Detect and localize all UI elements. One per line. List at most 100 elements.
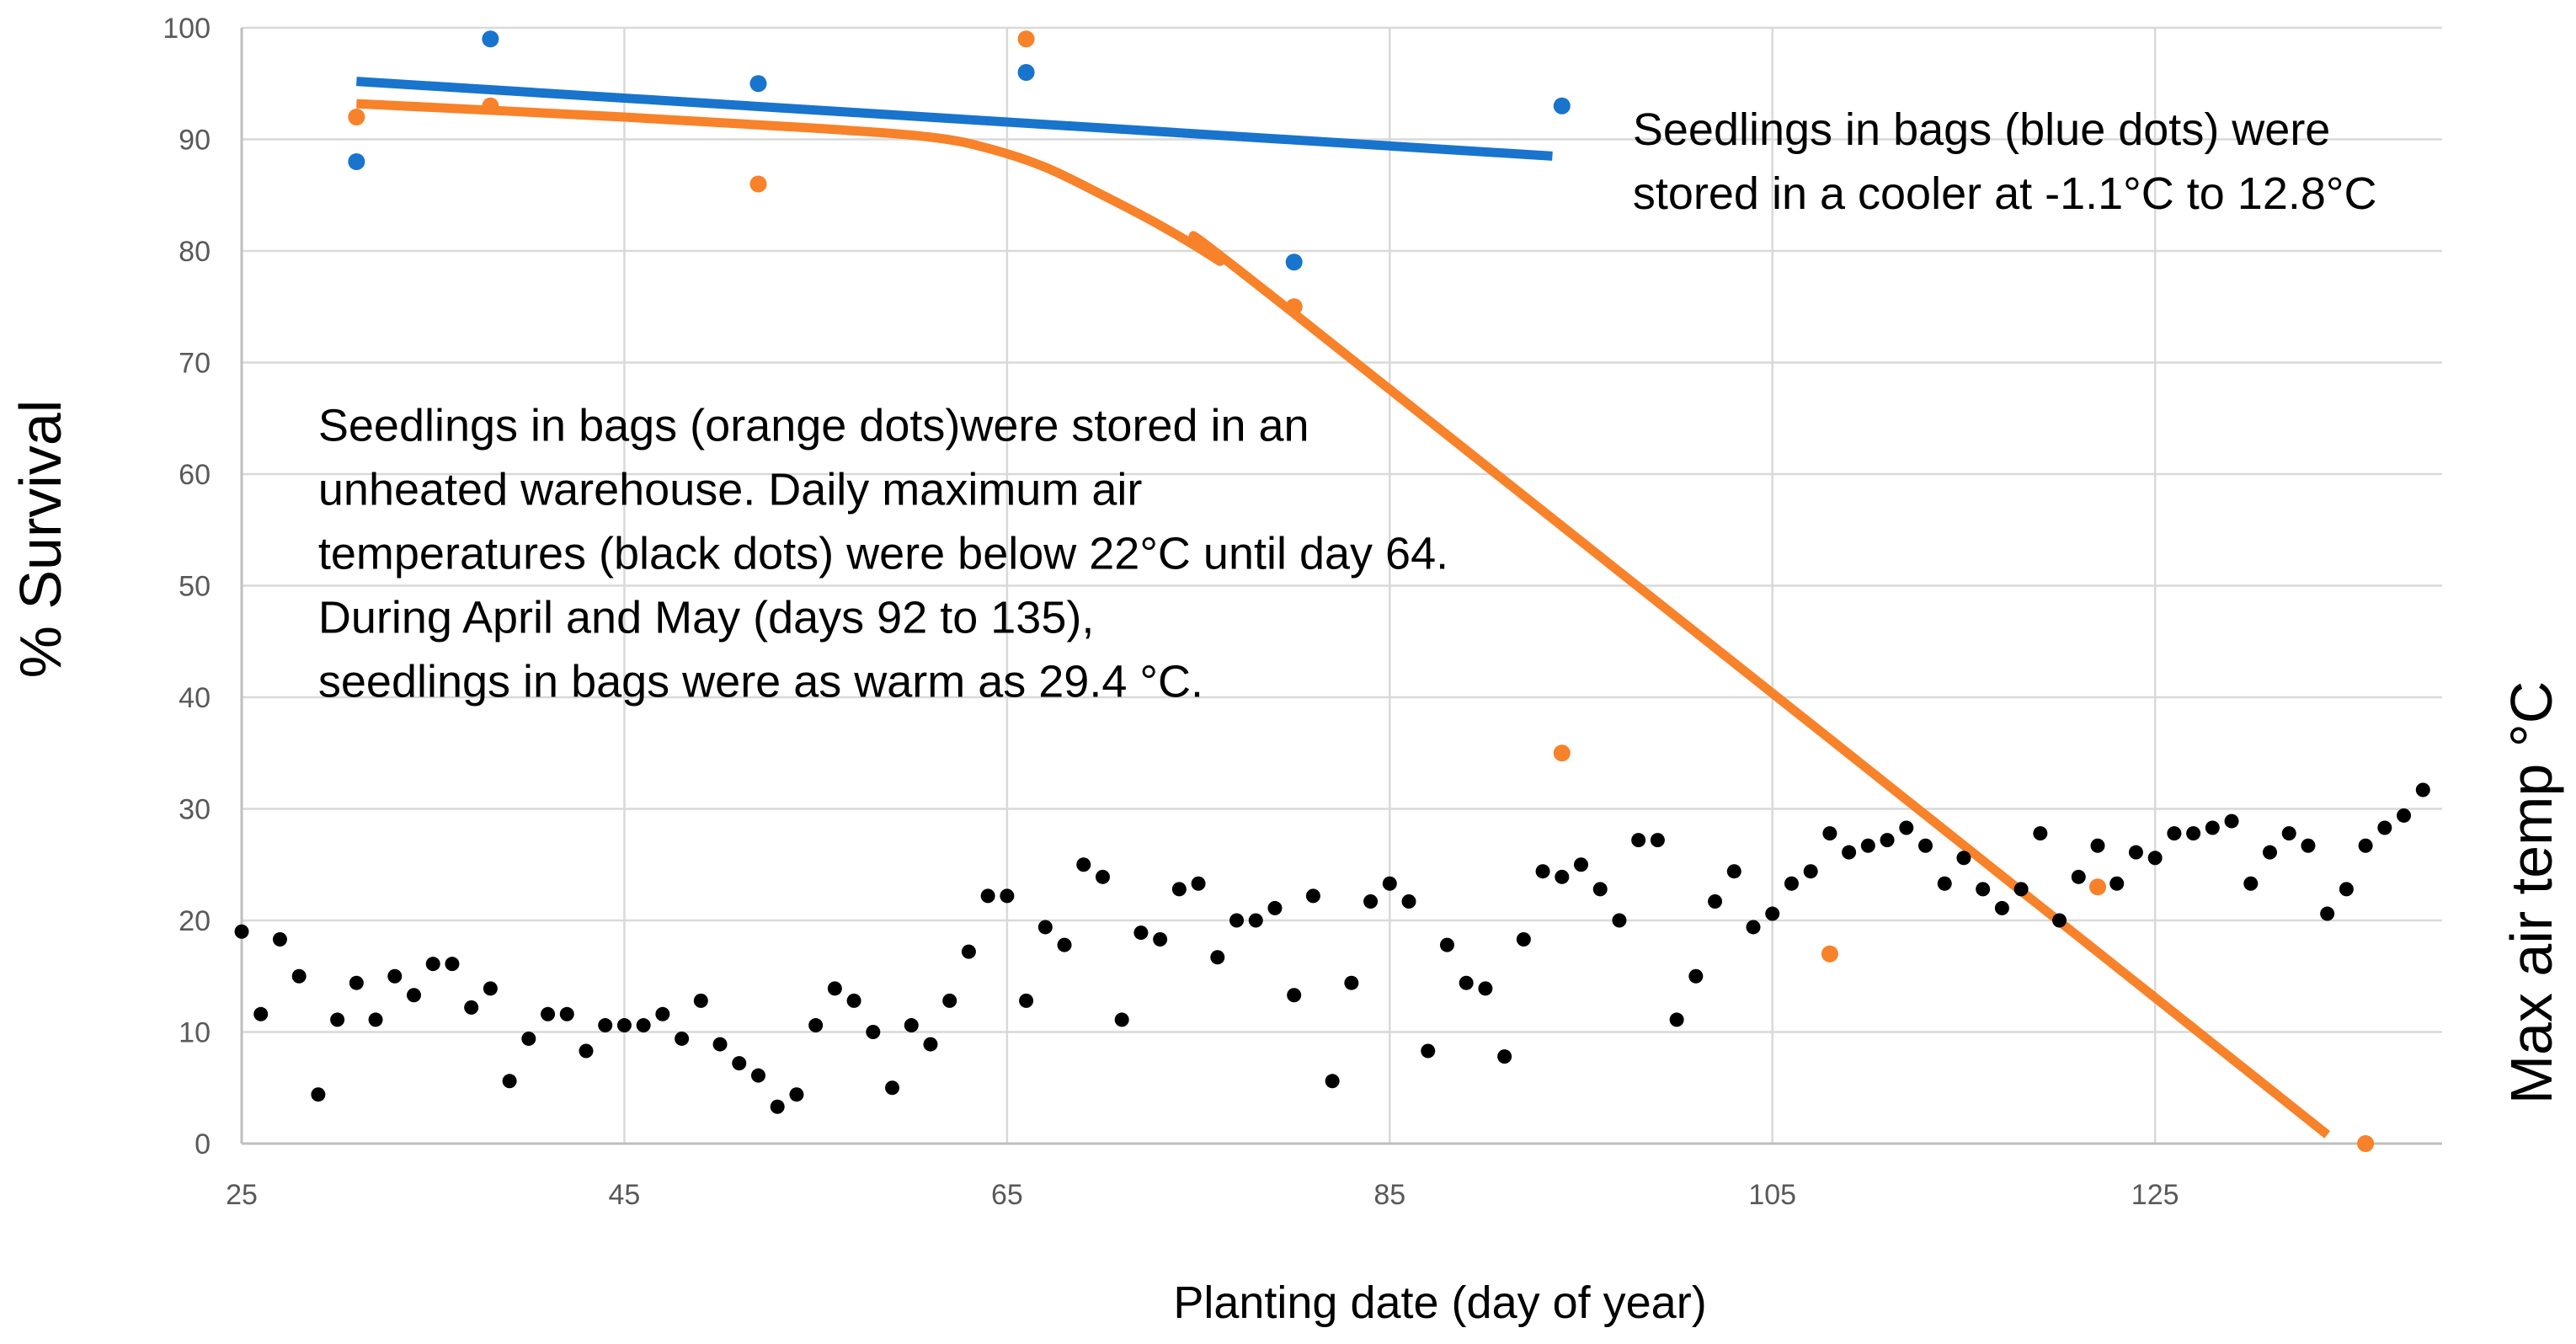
black-point-22 [655, 1006, 670, 1021]
black-point-12 [464, 1000, 479, 1015]
black-point-97 [2090, 838, 2105, 853]
black-point-101 [2167, 826, 2182, 841]
black-point-63 [1439, 937, 1454, 952]
black-point-40 [1000, 888, 1015, 904]
black-point-70 [1574, 857, 1589, 872]
black-point-85 [1860, 838, 1875, 853]
warehouse-note-line-4: During April and May (days 92 to 135), [318, 592, 1094, 643]
annotation-layer: Seedlings in bags (blue dots) were stored… [318, 104, 2377, 707]
black-point-111 [2358, 838, 2373, 853]
black-point-39 [980, 888, 995, 904]
blue-trend-line [355, 77, 1553, 161]
orange-point-5 [1553, 744, 1571, 762]
cooler-note-line-2: stored in a cooler at -1.1°C to 12.8°C [1633, 168, 2377, 219]
point-layer [234, 30, 2430, 1152]
blue-point-5 [1553, 97, 1571, 115]
black-point-90 [1956, 851, 1971, 866]
y-axis-title: % Survival [8, 400, 73, 679]
black-point-59 [1363, 893, 1379, 909]
black-point-75 [1669, 1012, 1684, 1027]
black-point-7 [368, 1012, 383, 1027]
black-point-74 [1650, 833, 1665, 848]
black-point-108 [2301, 838, 2316, 853]
black-point-81 [1784, 876, 1799, 891]
orange-point-4 [1285, 298, 1303, 316]
black-point-76 [1688, 968, 1704, 984]
tick-layer: 0 10 20 30 40 50 60 70 80 90 100 25 45 65 85 105 125 [163, 13, 2179, 1211]
orange-point-8 [2357, 1135, 2375, 1152]
black-point-37 [942, 993, 957, 1008]
orange-point-1 [482, 97, 499, 115]
black-point-33 [866, 1025, 881, 1039]
cooler-note: Seedlings in bags (blue dots) were stored… [1633, 104, 2377, 219]
black-point-21 [636, 1018, 651, 1033]
black-point-78 [1726, 864, 1741, 879]
black-point-62 [1421, 1043, 1436, 1059]
black-point-82 [1803, 864, 1818, 879]
black-point-79 [1746, 920, 1761, 935]
black-point-93 [2013, 882, 2029, 897]
warehouse-note-line-5: seedlings in bags were as warm as 29.4 °… [318, 656, 1203, 707]
orange-trend-line [356, 99, 2331, 1139]
black-point-42 [1037, 920, 1053, 935]
black-point-114 [2415, 782, 2430, 797]
black-point-109 [2320, 906, 2335, 921]
black-point-50 [1191, 876, 1206, 891]
black-point-18 [579, 1043, 594, 1059]
black-point-61 [1401, 893, 1416, 909]
black-point-102 [2186, 826, 2201, 841]
black-point-44 [1076, 857, 1091, 872]
black-point-95 [2052, 913, 2067, 928]
black-point-54 [1267, 900, 1283, 915]
black-point-45 [1095, 869, 1110, 884]
y-tick-label-90: 90 [179, 125, 211, 157]
black-point-112 [2377, 820, 2392, 835]
black-point-88 [1918, 838, 1933, 853]
orange-point-0 [348, 109, 365, 125]
black-point-6 [349, 975, 364, 990]
y-tick-label-50: 50 [179, 571, 211, 603]
black-point-71 [1592, 882, 1608, 897]
black-point-38 [961, 944, 976, 959]
x-tick-label-125: 125 [2131, 1179, 2179, 1211]
black-point-73 [1631, 833, 1646, 848]
black-point-24 [693, 993, 708, 1008]
y-tick-label-10: 10 [179, 1017, 211, 1049]
black-point-3 [291, 968, 307, 984]
black-point-84 [1842, 845, 1857, 860]
x-tick-label-45: 45 [609, 1179, 641, 1211]
black-point-9 [406, 988, 421, 1003]
black-point-27 [750, 1068, 765, 1083]
black-point-20 [616, 1018, 632, 1033]
black-point-5 [330, 1012, 345, 1027]
black-point-83 [1822, 826, 1837, 841]
warehouse-note-line-2: unheated warehouse. Daily maximum air [318, 464, 1142, 515]
y2-axis-title: Max air temp °C [2499, 681, 2564, 1105]
black-point-53 [1248, 913, 1263, 928]
grid-layer [240, 26, 2442, 1145]
black-point-56 [1305, 888, 1320, 904]
black-point-31 [827, 981, 842, 996]
black-point-104 [2224, 813, 2239, 829]
x-axis-title: Planting date (day of year) [1173, 1277, 1706, 1328]
y-tick-label-40: 40 [179, 682, 211, 714]
black-point-66 [1497, 1049, 1512, 1064]
x-tick-label-85: 85 [1373, 1179, 1405, 1211]
black-point-69 [1555, 869, 1570, 884]
black-point-58 [1344, 975, 1359, 990]
black-point-52 [1229, 913, 1245, 928]
x-tick-label-65: 65 [991, 1179, 1023, 1211]
black-point-60 [1382, 876, 1397, 891]
black-point-1 [253, 1006, 269, 1021]
black-point-107 [2281, 826, 2296, 841]
y-tick-label-80: 80 [179, 236, 211, 268]
black-point-99 [2128, 845, 2143, 860]
black-point-64 [1459, 975, 1474, 990]
black-point-4 [311, 1087, 326, 1102]
black-point-14 [502, 1074, 517, 1089]
black-point-15 [521, 1031, 536, 1046]
warehouse-note-line-3: temperatures (black dots) were below 22°… [318, 528, 1448, 579]
x-tick-label-25: 25 [226, 1179, 258, 1211]
black-point-87 [1899, 820, 1914, 835]
